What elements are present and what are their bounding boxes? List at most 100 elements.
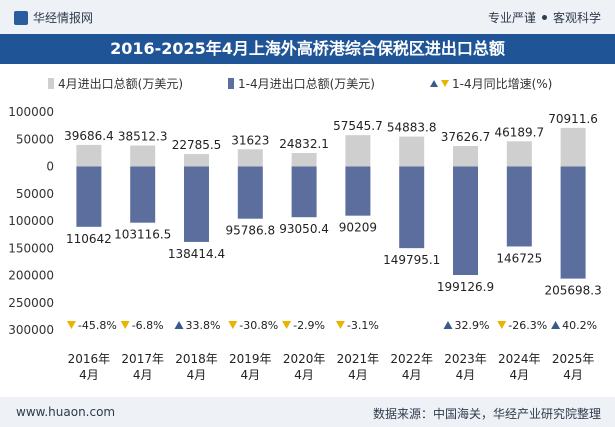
bar-monthly	[184, 154, 209, 167]
bar-cumulative	[184, 166, 209, 242]
label-monthly: 54883.8	[387, 121, 437, 135]
growth-label: -3.1%	[347, 319, 379, 332]
label-cumulative: 199126.9	[437, 280, 494, 294]
bar-monthly	[291, 152, 317, 167]
y-tick-label: 50000	[16, 132, 54, 146]
bar-monthly	[76, 144, 102, 167]
label-monthly: 39686.4	[64, 129, 114, 143]
legend-growth-label: 1-4月同比增速(%)	[452, 77, 552, 91]
growth-down-triangle	[120, 321, 130, 329]
growth-up-triangle	[551, 321, 561, 329]
bar-monthly	[237, 149, 263, 167]
label-cumulative: 93050.4	[279, 222, 329, 236]
footer-source: 数据来源：中国海关，华经产业研究院整理	[372, 407, 601, 421]
bar-monthly	[345, 135, 371, 167]
x-tick-label: 2017年	[121, 352, 164, 366]
label-cumulative: 90209	[339, 221, 377, 235]
bar-cumulative	[345, 166, 371, 216]
growth-up-triangle	[443, 321, 453, 329]
x-tick-label: 2023年	[444, 352, 487, 366]
legend-down-triangle-icon	[441, 80, 449, 87]
label-monthly: 22785.5	[172, 138, 222, 152]
bar-cumulative	[237, 166, 263, 219]
label-monthly: 37626.7	[441, 130, 491, 144]
growth-up-triangle	[174, 321, 184, 329]
legend-monthly-label: 4月进出口总额(万美元)	[58, 77, 183, 91]
growth-down-triangle	[66, 321, 76, 329]
growth-label: 40.2%	[562, 319, 597, 332]
x-tick-label: 2021年	[337, 352, 380, 366]
x-tick-label: 4月	[187, 368, 207, 382]
brand: 华经情报网	[14, 9, 93, 26]
bar-monthly	[560, 127, 586, 167]
tagline-1: 专业严谨	[487, 11, 536, 25]
y-tick-label: 0	[46, 160, 54, 174]
label-monthly: 57545.7	[333, 119, 383, 133]
y-tick-label: 150000	[8, 241, 54, 255]
label-cumulative: 149795.1	[383, 253, 440, 267]
title-bar: 2016-2025年4月上海外高桥港综合保税区进出口总额	[0, 34, 615, 64]
x-tick-label: 4月	[79, 368, 99, 382]
y-tick-label: 200000	[8, 269, 54, 283]
growth-label: -30.8%	[239, 319, 278, 332]
bar-monthly	[506, 141, 532, 167]
growth-label: -6.8%	[132, 319, 164, 332]
legend-cumulative-swatch	[228, 78, 234, 89]
x-tick-label: 2025年	[552, 352, 595, 366]
legend-cumulative-label: 1-4月进出口总额(万美元)	[238, 77, 375, 91]
label-cumulative: 138414.4	[168, 247, 225, 261]
x-tick-label: 2019年	[229, 352, 272, 366]
footer: www.huaon.com 数据来源：中国海关，华经产业研究院整理	[0, 397, 615, 427]
bar-cumulative	[506, 166, 532, 247]
legend-monthly-swatch	[48, 78, 54, 89]
tagline: 专业严谨 客观科学	[488, 9, 601, 26]
label-monthly: 24832.1	[279, 137, 329, 151]
x-tick-label: 2022年	[390, 352, 433, 366]
x-tick-label: 2018年	[175, 352, 218, 366]
bar-monthly	[130, 145, 156, 167]
label-cumulative: 103116.5	[114, 228, 171, 242]
growth-label: -26.3%	[508, 319, 547, 332]
brand-logo-icon	[14, 10, 28, 25]
y-tick-label: 300000	[8, 323, 54, 337]
growth-down-triangle	[335, 321, 345, 329]
growth-label: 33.8%	[186, 319, 221, 332]
y-tick-label: 250000	[8, 296, 54, 310]
bar-monthly	[453, 145, 478, 167]
separator-dot-icon	[541, 15, 547, 20]
growth-down-triangle	[228, 321, 238, 329]
x-tick-label: 4月	[456, 368, 476, 382]
chart-title: 2016-2025年4月上海外高桥港综合保税区进出口总额	[110, 39, 505, 58]
legend-up-triangle-icon	[430, 80, 438, 87]
tagline-2: 客观科学	[552, 11, 601, 25]
growth-label: -2.9%	[293, 319, 325, 332]
footer-website[interactable]: www.huaon.com	[16, 405, 116, 419]
bar-monthly	[399, 136, 425, 167]
x-tick-label: 4月	[563, 368, 583, 382]
bar-cumulative	[399, 166, 425, 249]
x-tick-label: 4月	[402, 368, 422, 382]
label-monthly: 38512.3	[118, 130, 168, 144]
label-monthly: 31623	[231, 133, 269, 147]
bar-cumulative	[560, 166, 586, 279]
growth-label: -45.8%	[78, 319, 117, 332]
x-tick-label: 2020年	[283, 352, 326, 366]
growth-down-triangle	[282, 321, 292, 329]
bar-cumulative	[453, 166, 478, 276]
bar-cumulative	[291, 166, 317, 218]
bar-cumulative	[130, 166, 156, 223]
label-cumulative: 146725	[496, 251, 542, 265]
x-tick-label: 2024年	[498, 352, 541, 366]
x-tick-label: 4月	[133, 368, 153, 382]
top-bar: 华经情报网 专业严谨 客观科学	[0, 0, 615, 34]
label-cumulative: 95786.8	[225, 224, 275, 238]
brand-name: 华经情报网	[33, 11, 94, 25]
y-tick-label: 50000	[16, 187, 54, 201]
y-tick-label: 100000	[8, 214, 54, 228]
growth-label: 32.9%	[455, 319, 490, 332]
x-tick-label: 4月	[240, 368, 260, 382]
x-tick-label: 2016年	[68, 352, 111, 366]
x-tick-label: 4月	[509, 368, 529, 382]
y-tick-label: 100000	[8, 105, 54, 119]
